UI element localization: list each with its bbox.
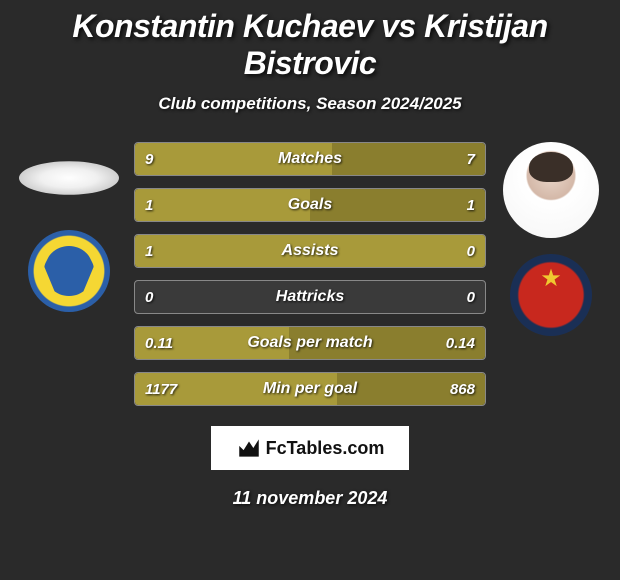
stat-label: Assists <box>282 242 339 260</box>
player-photo-left <box>19 161 119 195</box>
stat-label: Min per goal <box>263 380 357 398</box>
brand-text: FcTables.com <box>266 438 385 459</box>
page-title: Konstantin Kuchaev vs Kristijan Bistrovi… <box>10 8 610 82</box>
stat-value-right: 0 <box>467 289 475 306</box>
club-logo-right <box>510 254 592 336</box>
stat-value-right: 868 <box>450 381 475 398</box>
stat-value-left: 1177 <box>145 381 177 398</box>
stat-value-left: 0.11 <box>145 335 173 352</box>
stat-row: 1 1 Goals <box>134 188 486 222</box>
stat-value-left: 0 <box>145 289 153 306</box>
stat-value-right: 7 <box>467 151 475 168</box>
stat-value-right: 0 <box>467 243 475 260</box>
stat-label: Goals <box>288 196 332 214</box>
stat-value-left: 1 <box>145 243 153 260</box>
fctables-icon <box>236 435 262 461</box>
stat-value-right: 0.14 <box>446 335 475 352</box>
stat-bar-right <box>310 189 485 221</box>
stat-row: 1177 868 Min per goal <box>134 372 486 406</box>
stat-row: 1 0 Assists <box>134 234 486 268</box>
comparison-card: Konstantin Kuchaev vs Kristijan Bistrovi… <box>0 0 620 517</box>
player-photo-right <box>503 142 599 238</box>
stat-value-left: 1 <box>145 197 153 214</box>
main-area: 9 7 Matches 1 1 Goals 1 0 Assists 0 0 Hattricks 0.11… <box>10 142 610 406</box>
stat-row: 9 7 Matches <box>134 142 486 176</box>
left-player-column <box>14 142 124 312</box>
stat-label: Goals per match <box>247 334 372 352</box>
stat-label: Hattricks <box>276 288 344 306</box>
stat-label: Matches <box>278 150 342 168</box>
stat-bar-right <box>332 143 485 175</box>
stat-bar-left <box>135 189 310 221</box>
subtitle: Club competitions, Season 2024/2025 <box>10 94 610 114</box>
brand-badge[interactable]: FcTables.com <box>211 426 409 470</box>
stat-value-right: 1 <box>467 197 475 214</box>
date-text: 11 november 2024 <box>10 488 610 509</box>
right-player-column <box>496 142 606 336</box>
stat-row: 0 0 Hattricks <box>134 280 486 314</box>
club-logo-left <box>28 230 110 312</box>
stats-column: 9 7 Matches 1 1 Goals 1 0 Assists 0 0 Hattricks 0.11… <box>134 142 486 406</box>
stat-row: 0.11 0.14 Goals per match <box>134 326 486 360</box>
stat-value-left: 9 <box>145 151 153 168</box>
